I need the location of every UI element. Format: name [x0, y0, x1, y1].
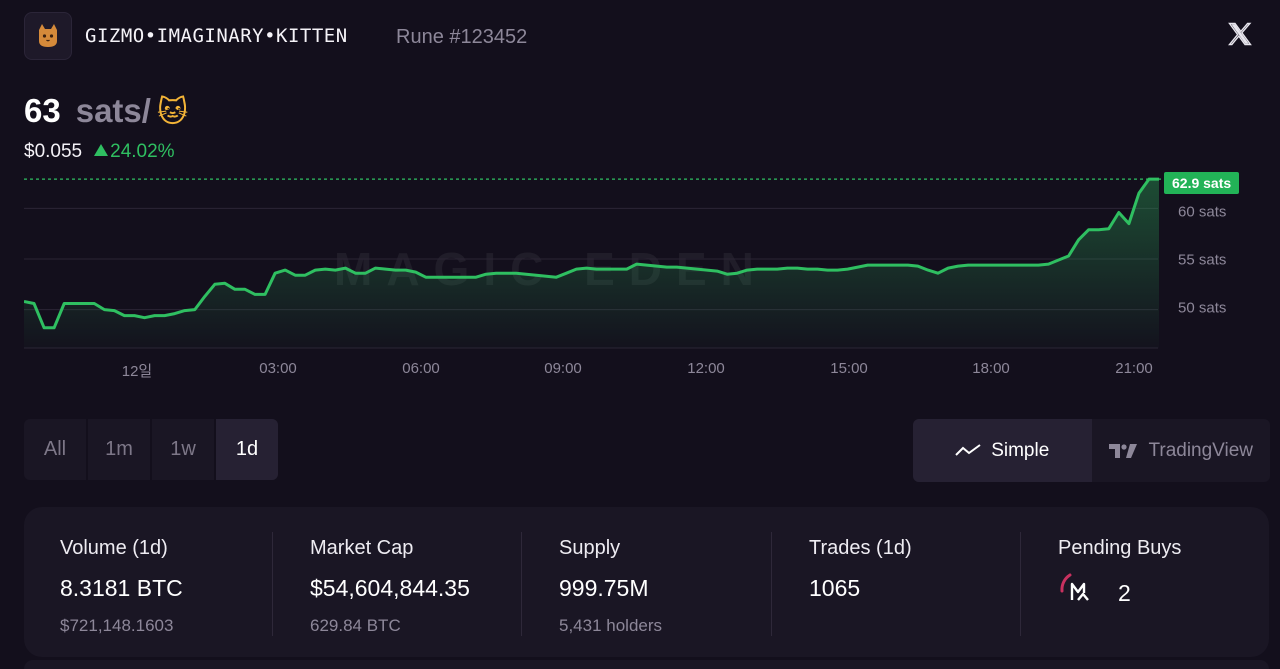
y-tick-label: 50 sats	[1178, 299, 1227, 317]
range-tab-1d[interactable]: 1d	[216, 419, 278, 480]
x-tick-label: 12:00	[687, 360, 725, 377]
range-tab-1w[interactable]: 1w	[152, 419, 216, 480]
stat-supply: Supply 999.75M 5,431 holders	[523, 507, 772, 657]
x-tick-label: 21:00	[1115, 360, 1153, 377]
tradingview-mode-label: TradingView	[1148, 439, 1254, 461]
simple-mode-label: Simple	[991, 439, 1050, 461]
kitten-avatar-svg	[39, 24, 57, 47]
x-tick-label: 15:00	[830, 360, 868, 377]
header: GIZMO•IMAGINARY•KITTEN Rune #123452	[24, 12, 1260, 60]
price-unit: sats/	[75, 92, 151, 129]
chart-svg	[24, 177, 1164, 349]
usd-row: $0.055 24.02%	[24, 141, 175, 163]
stat-sub: 5,431 holders	[559, 616, 663, 635]
price-line	[24, 177, 1159, 330]
stat-divider	[272, 532, 273, 636]
stat-divider	[771, 532, 772, 636]
x-tick-label: 09:00	[544, 360, 582, 377]
stat-label: Trades (1d)	[809, 537, 912, 559]
stat-pending-buys: Pending Buys 2	[1022, 507, 1271, 657]
x-tick-label: 03:00	[259, 360, 297, 377]
up-arrow-icon	[94, 144, 109, 156]
stat-label: Market Cap	[310, 537, 414, 559]
stat-value: 999.75M	[559, 575, 649, 601]
range-tab-1m[interactable]: 1m	[88, 419, 152, 480]
range-tab-all[interactable]: All	[24, 419, 88, 480]
x-tick-label: 18:00	[972, 360, 1010, 377]
stat-divider	[521, 532, 522, 636]
price-area	[24, 179, 1159, 348]
next-panel-edge	[24, 660, 1269, 669]
price-change-value: 24.02%	[110, 141, 175, 162]
x-logo-icon[interactable]	[1226, 20, 1254, 48]
cat-emoji-icon: 🐱	[156, 96, 189, 129]
stat-sub: $721,148.1603	[60, 616, 174, 635]
stat-value: 8.3181 BTC	[60, 575, 183, 601]
stat-label: Volume (1d)	[60, 537, 168, 559]
stat-volume: Volume (1d) 8.3181 BTC $721,148.1603	[24, 507, 273, 657]
line-chart-icon	[955, 443, 981, 459]
y-tick-label: 55 sats	[1178, 251, 1227, 269]
y-tick-label: 60 sats	[1178, 203, 1227, 221]
usd-price: $0.055	[24, 141, 83, 162]
stat-divider	[1020, 532, 1021, 636]
stat-trades: Trades (1d) 1065	[773, 507, 1022, 657]
x-tick-label: 12일	[121, 363, 153, 380]
stat-sub: 629.84 BTC	[310, 616, 401, 635]
stats-panel: Volume (1d) 8.3181 BTC $721,148.1603 Mar…	[24, 507, 1269, 657]
price-row: 63 sats/ 🐱	[24, 92, 188, 134]
rune-name: GIZMO•IMAGINARY•KITTEN	[85, 25, 348, 47]
pending-buys-count: 2	[1118, 580, 1131, 606]
simple-mode-button[interactable]: Simple	[913, 419, 1092, 482]
stat-label: Supply	[559, 537, 621, 559]
stat-value: 1065	[809, 575, 861, 601]
rune-id: Rune #123452	[396, 26, 528, 48]
kitten-avatar-icon	[24, 12, 72, 60]
price-chart[interactable]: MAGIC EDEN 60 sats 55 sats 50 sats 12일 0…	[24, 170, 1264, 385]
tradingview-mode-button[interactable]: TradingView	[1092, 419, 1271, 482]
magic-eden-logo-icon	[1058, 569, 1100, 611]
x-tick-label: 06:00	[402, 360, 440, 377]
chart-mode-tabs: Simple TradingView	[913, 419, 1270, 482]
stat-value: $54,604,844.35	[310, 575, 470, 601]
last-price-label: 62.9 sats	[1164, 172, 1240, 194]
price-change: 24.02%	[94, 141, 175, 163]
stat-label: Pending Buys	[1058, 537, 1182, 559]
tradingview-logo-icon	[1108, 442, 1138, 460]
range-tabs: All 1m 1w 1d	[24, 419, 278, 480]
price-value: 63	[24, 92, 61, 129]
stat-market-cap: Market Cap $54,604,844.35 629.84 BTC	[274, 507, 523, 657]
